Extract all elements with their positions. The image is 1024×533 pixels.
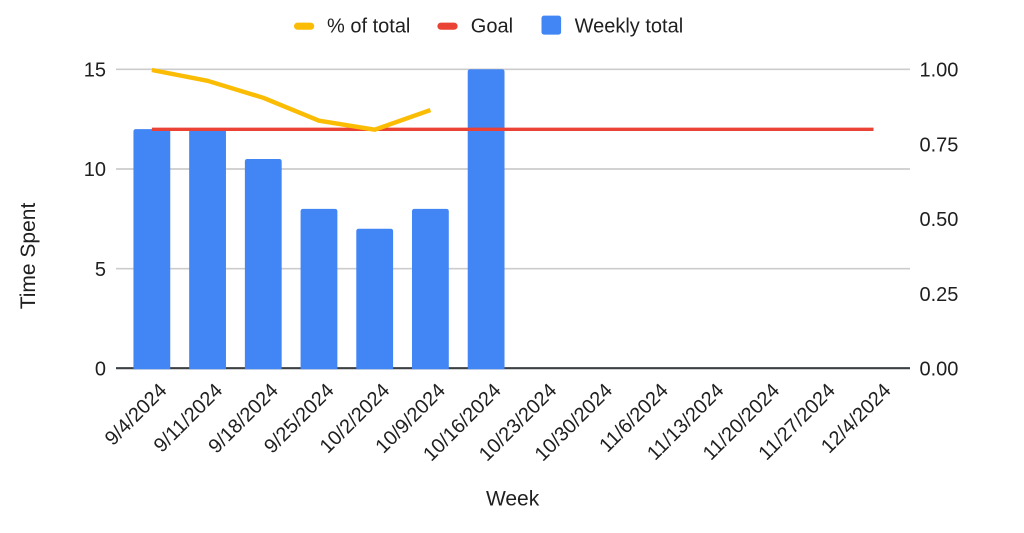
svg-text:0.50: 0.50: [920, 209, 959, 231]
svg-text:1.00: 1.00: [920, 60, 959, 82]
svg-text:Goal: Goal: [471, 16, 513, 38]
svg-text:5: 5: [95, 259, 106, 281]
svg-text:0.25: 0.25: [920, 284, 959, 306]
svg-text:0.75: 0.75: [920, 134, 959, 156]
svg-text:0: 0: [95, 359, 106, 381]
svg-text:0.00: 0.00: [920, 359, 959, 381]
svg-text:Time Spent: Time Spent: [17, 203, 40, 310]
svg-text:% of total: % of total: [327, 16, 410, 38]
svg-text:Week: Week: [486, 488, 540, 511]
svg-text:10: 10: [84, 159, 106, 181]
svg-text:15: 15: [84, 60, 106, 82]
svg-text:Weekly total: Weekly total: [575, 16, 684, 38]
